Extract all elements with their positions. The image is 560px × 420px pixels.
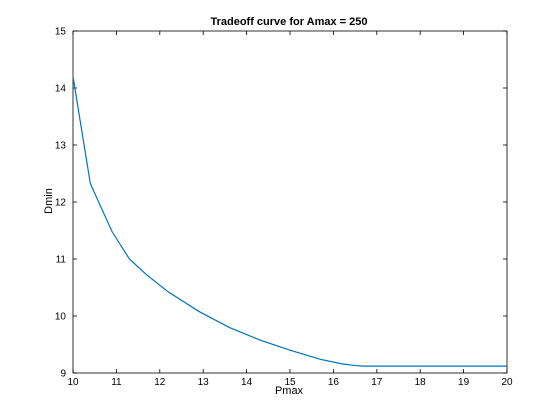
x-tick-label: 15 <box>284 377 296 388</box>
y-tick-label: 14 <box>55 84 67 95</box>
x-tick-label: 20 <box>501 377 513 388</box>
y-tick-label: 10 <box>55 312 67 323</box>
x-tick-label: 19 <box>458 377 470 388</box>
x-tick-label: 11 <box>111 377 122 388</box>
x-tick-label: 10 <box>67 377 79 388</box>
x-tick-label: 16 <box>328 377 340 388</box>
x-tick-label: 12 <box>154 377 166 388</box>
y-tick-label: 11 <box>56 255 67 266</box>
series-line <box>72 76 507 367</box>
chart-title: Tradeoff curve for Amax = 250 <box>210 16 367 28</box>
x-axis-label: Pmax <box>275 385 304 397</box>
y-tick-label: 13 <box>55 141 67 152</box>
x-tick-label: 14 <box>241 377 253 388</box>
y-tick-label: 15 <box>55 27 67 38</box>
x-tick-label: 13 <box>198 377 210 388</box>
series-layer <box>72 76 507 367</box>
x-tick-label: 17 <box>371 377 383 388</box>
y-tick-label: 9 <box>60 369 66 380</box>
plot-area <box>72 30 508 374</box>
y-tick-label: 12 <box>55 198 67 209</box>
x-tick-label: 18 <box>415 377 427 388</box>
y-axis-label: Dmin <box>43 188 55 214</box>
